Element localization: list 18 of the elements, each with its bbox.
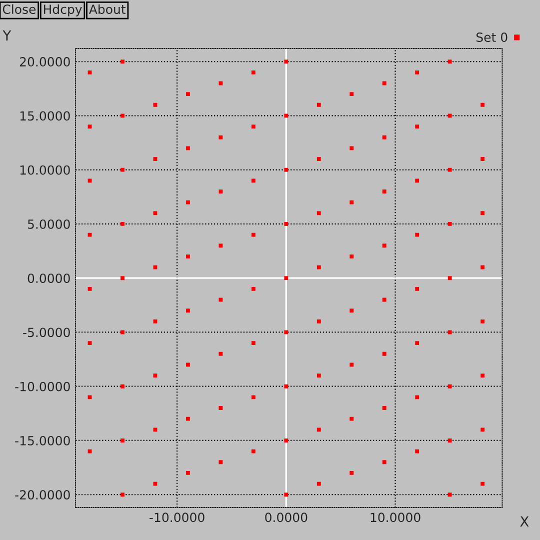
x-tick-label: 10.0000 — [370, 512, 420, 522]
y-tick-label: -5.0000 — [23, 328, 70, 338]
y-tick-label: 5.0000 — [28, 219, 70, 229]
text: Hdcpy — [44, 4, 82, 16]
y-tick-label: 15.0000 — [20, 111, 70, 121]
x-axis-title: X — [520, 516, 529, 526]
y-axis-title: Y — [2, 30, 12, 40]
text: Close — [2, 4, 36, 14]
x-tick-label: 0.0000 — [265, 512, 308, 522]
text: About — [88, 4, 126, 14]
y-tick-label: -15.0000 — [15, 436, 70, 446]
x-tick-label: -10.0000 — [150, 512, 204, 522]
y-tick-label: -20.0000 — [15, 490, 70, 500]
y-tick-label: 10.0000 — [20, 165, 70, 175]
y-tick-label: 20.0000 — [20, 57, 70, 67]
y-tick-label: -10.0000 — [15, 382, 70, 392]
legend-label: Set 0 — [476, 32, 508, 42]
y-tick-label: 0.0000 — [28, 274, 70, 284]
